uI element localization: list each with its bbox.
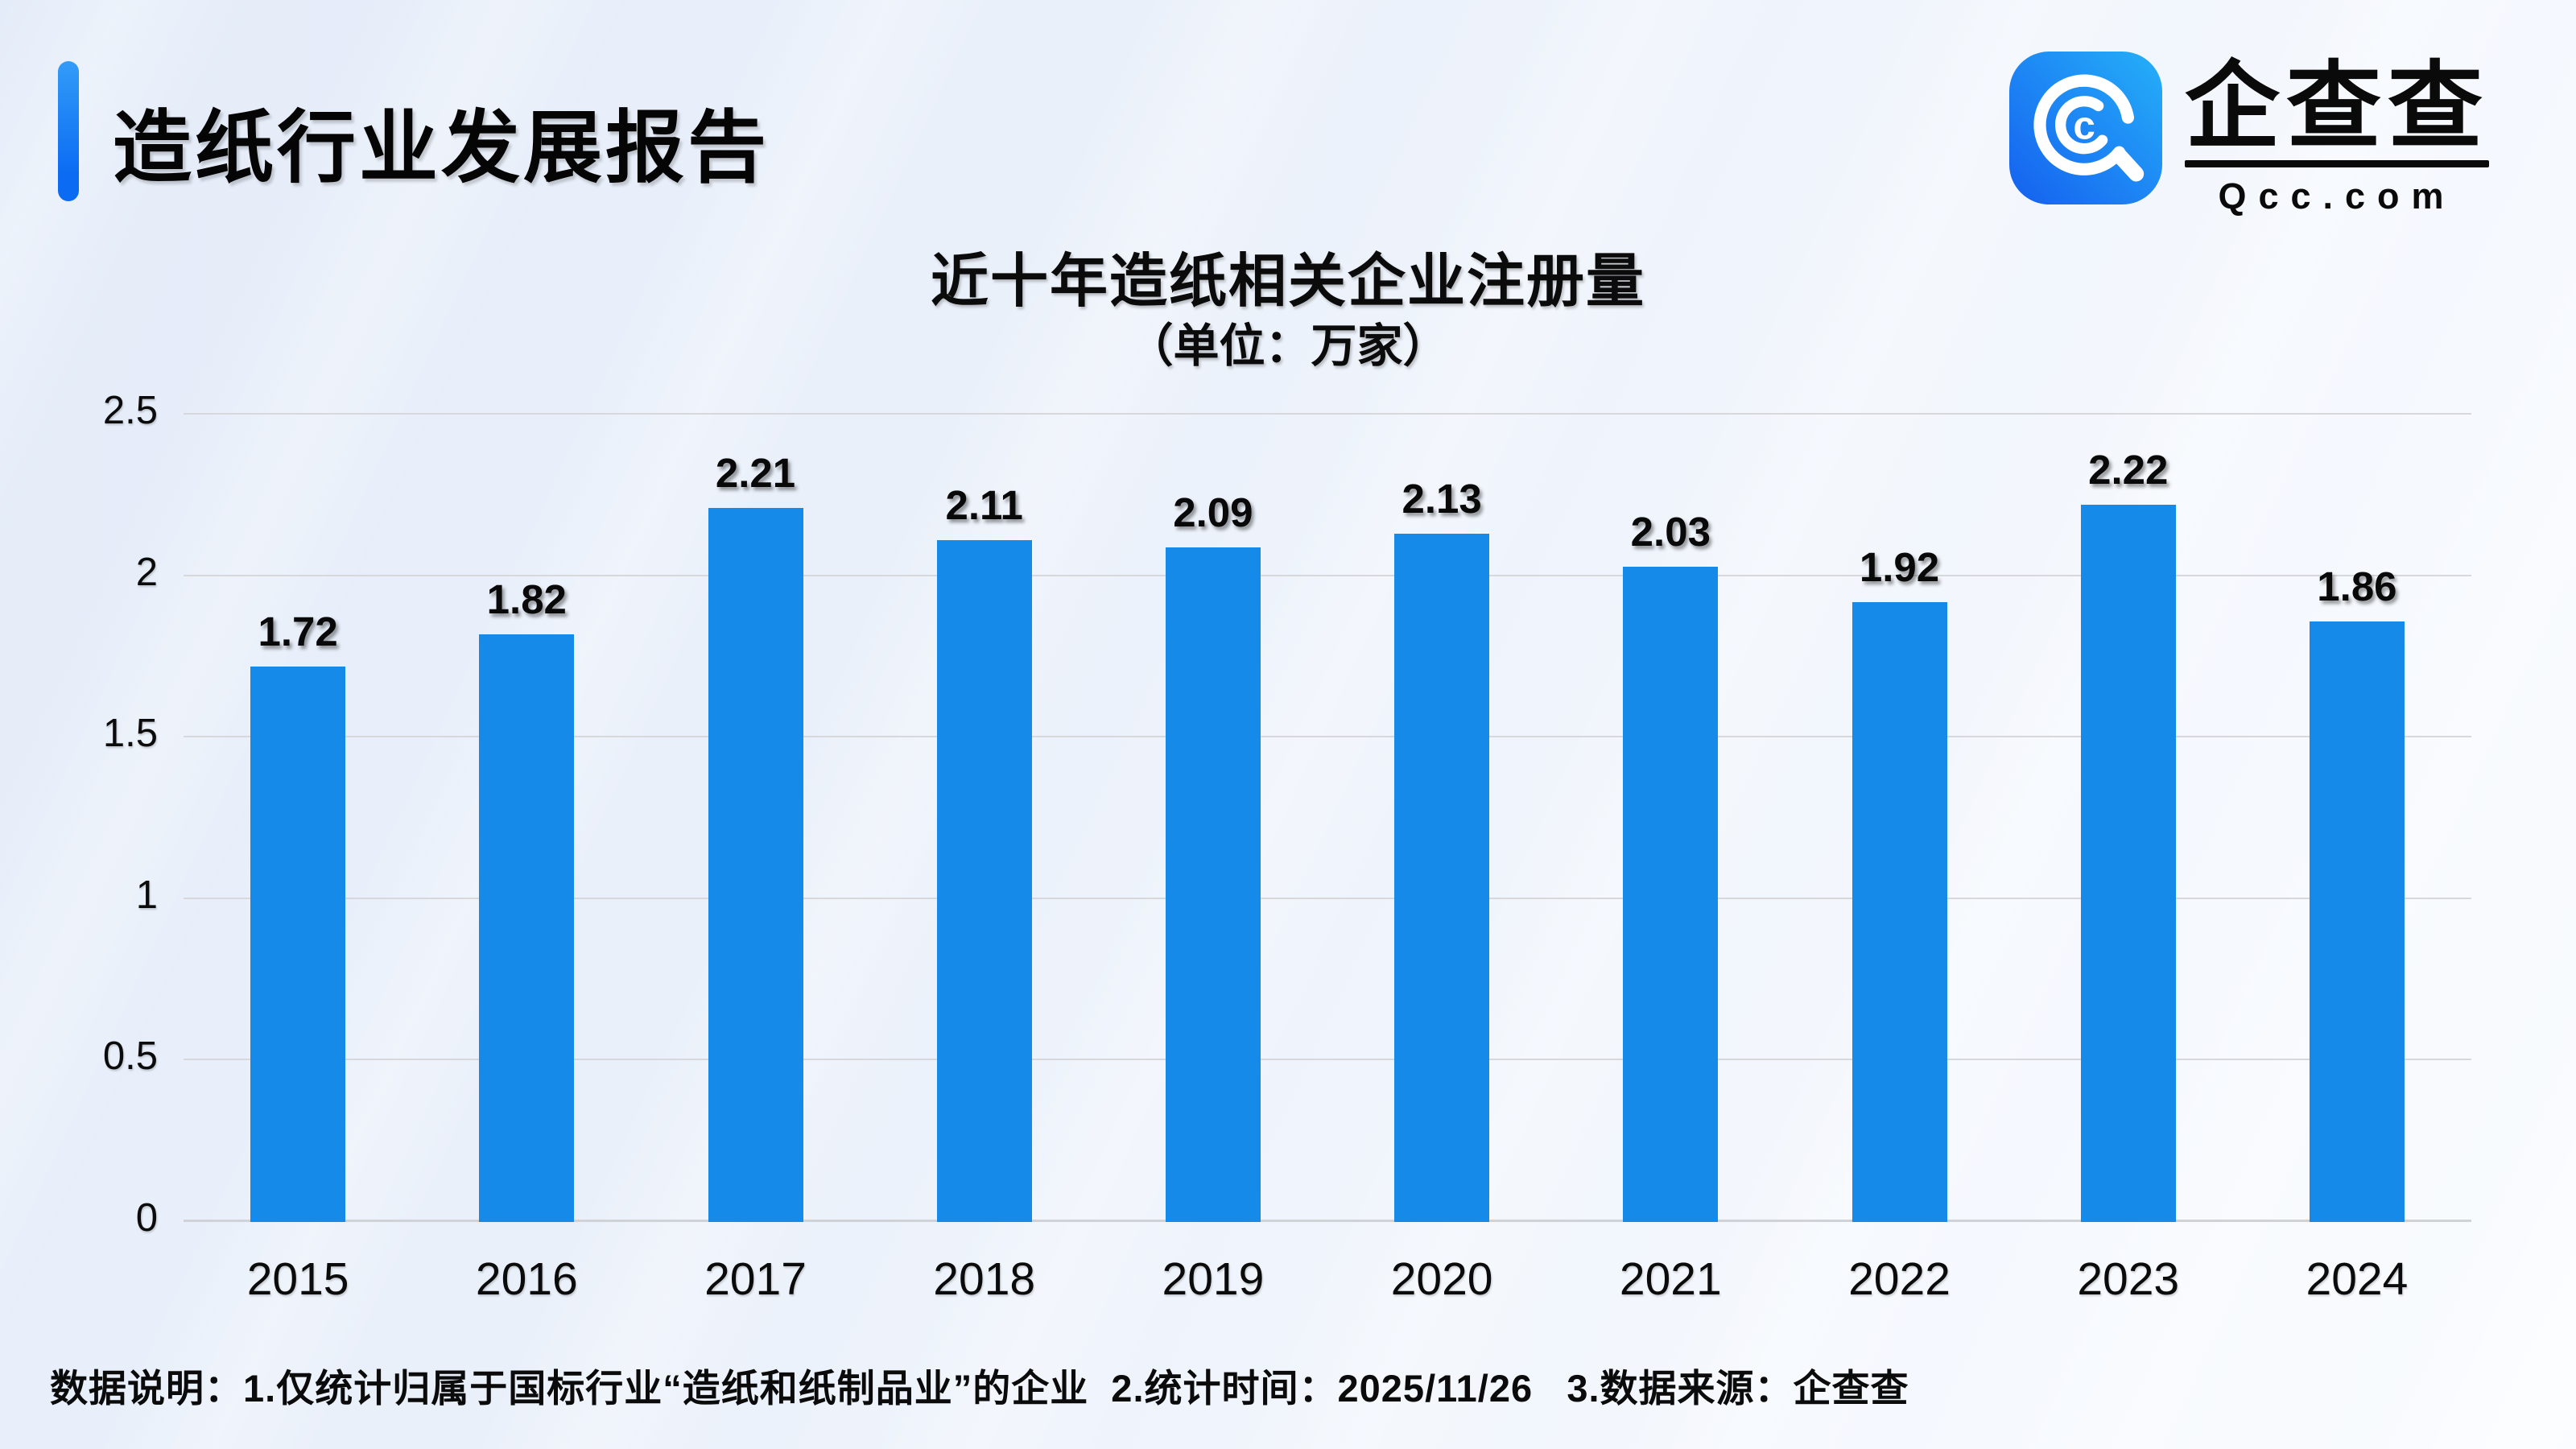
x-tick-label-2017: 2017	[704, 1253, 807, 1305]
logo-icon-letter: c	[2073, 103, 2095, 147]
bar-value-2018: 2.11	[945, 482, 1023, 529]
bar-2022	[1852, 601, 1947, 1222]
bar-slot-2020: 2.13 2020	[1327, 415, 1556, 1305]
x-tick-label-2022: 2022	[1848, 1253, 1951, 1305]
bar-2015	[250, 666, 346, 1222]
bar-slot-2021: 2.03 2021	[1556, 415, 1785, 1305]
bar-value-2015: 1.72	[258, 608, 338, 654]
bar-value-2022: 1.92	[1859, 543, 1940, 590]
y-tick-label-0: 0	[135, 1196, 158, 1240]
bar-value-2020: 2.13	[1402, 476, 1482, 522]
qcc-logo-underline	[2184, 160, 2489, 168]
x-tick-label-2020: 2020	[1390, 1253, 1493, 1305]
report-title: 造纸行业发展报告	[113, 103, 770, 192]
bar-value-2019: 2.09	[1173, 489, 1253, 535]
bar-slot-2016: 1.82 2016	[412, 415, 641, 1305]
bar-slot-2022: 1.92 2022	[1785, 415, 2013, 1305]
x-tick-label-2015: 2015	[246, 1253, 349, 1305]
x-tick-label-2019: 2019	[1162, 1253, 1265, 1305]
bar-2024	[2309, 621, 2405, 1222]
gridline-2	[184, 574, 2471, 576]
y-tick-label-2: 2	[135, 550, 158, 594]
x-tick-label-2023: 2023	[2077, 1253, 2180, 1305]
bar-2017	[708, 508, 803, 1222]
bar-slot-2024: 1.86 2024	[2243, 415, 2471, 1305]
chart-title: 近十年造纸相关企业注册量	[930, 250, 1645, 314]
x-tick-label-2016: 2016	[475, 1253, 578, 1305]
bar-value-2021: 2.03	[1630, 508, 1711, 555]
y-tick-label-2.5: 2.5	[102, 389, 158, 432]
gridline-0	[184, 1220, 2471, 1222]
plot-area: 1.72 2015 1.82 2016 2.21 2017 2.11 2018 2.09 2019…	[103, 389, 2471, 1306]
bar-value-2016: 1.82	[486, 576, 567, 622]
bar-2021	[1623, 566, 1719, 1222]
y-tick-label-0.5: 0.5	[102, 1034, 158, 1079]
bar-value-2024: 1.86	[2317, 563, 2397, 609]
bar-value-2017: 2.21	[715, 450, 796, 497]
qcc-logo-name: 企查查	[2184, 54, 2489, 160]
bar-slots: 1.72 2015 1.82 2016 2.21 2017 2.11 2018 2.09 2019…	[184, 415, 2471, 1306]
gridline-1.5	[184, 736, 2471, 738]
gridline-2.5	[184, 413, 2471, 415]
gridline-0.5	[184, 1059, 2471, 1061]
bar-2020	[1394, 534, 1490, 1222]
x-tick-label-2024: 2024	[2306, 1253, 2409, 1305]
x-tick-label-2018: 2018	[933, 1253, 1036, 1305]
bar-2019	[1165, 547, 1261, 1222]
data-note: 数据说明：1.仅统计归属于国标行业“造纸和纸制品业”的企业 2.统计时间：202…	[50, 1367, 1909, 1410]
qcc-logo: c 企查查 Qcc.com	[2008, 52, 2489, 217]
bar-2023	[2080, 505, 2176, 1222]
chart-subtitle: （单位：万家）	[1127, 320, 1449, 372]
qcc-logo-text: 企查查 Qcc.com	[2184, 52, 2489, 217]
qcc-logo-icon: c	[2008, 52, 2162, 204]
bar-slot-2019: 2.09 2019	[1099, 415, 1327, 1306]
bar-slot-2023: 2.22 2023	[2014, 415, 2243, 1305]
bar-2018	[936, 540, 1032, 1222]
x-tick-label-2021: 2021	[1619, 1253, 1722, 1305]
bar-value-2023: 2.22	[2088, 447, 2169, 493]
bar-slot-2015: 1.72 2015	[184, 415, 412, 1305]
bar-slot-2018: 2.11 2018	[870, 415, 1099, 1305]
gridline-1	[184, 897, 2471, 899]
y-tick-label-1.5: 1.5	[102, 712, 158, 756]
bar-2016	[479, 634, 575, 1222]
bar-slot-2017: 2.21 2017	[641, 415, 869, 1305]
y-tick-label-1: 1	[135, 873, 158, 917]
title-accent-bar	[58, 61, 79, 201]
qcc-logo-domain: Qcc.com	[2218, 175, 2456, 217]
